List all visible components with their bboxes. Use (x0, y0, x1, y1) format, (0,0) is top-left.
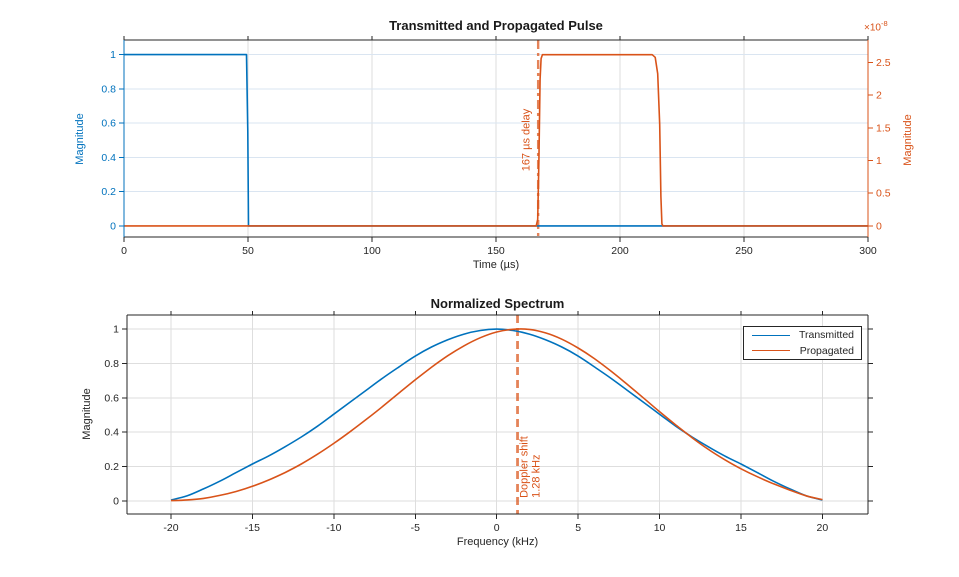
y-tick-label-right: 0.5 (876, 188, 891, 200)
x-tick-label: -10 (326, 522, 341, 534)
x-tick-label: 250 (735, 245, 753, 257)
y-tick-label-left: 0.4 (104, 427, 119, 439)
x-tick-label: 15 (735, 522, 747, 534)
right-axis-exponent: ×10-8 (864, 19, 888, 33)
x-tick-label: 50 (242, 245, 254, 257)
series-line-propagated (124, 53, 868, 227)
y-tick-label-right: 0 (876, 220, 882, 232)
y-tick-label-left: 1 (110, 49, 116, 61)
pulse-plot-ylabel-right: Magnitude (902, 114, 914, 166)
y-tick-label-right: 1 (876, 155, 882, 167)
doppler-annotation-line1: Doppler shift (518, 436, 531, 498)
y-tick-label-right: 1.5 (876, 122, 891, 134)
series-line-propagated (170, 328, 823, 502)
x-tick-label: -15 (245, 522, 260, 534)
doppler-annotation-text: Doppler shift 1.28 kHz (518, 436, 543, 498)
spectrum-plot-title: Normalized Spectrum (430, 296, 565, 311)
y-tick-label-left: 0.8 (104, 358, 119, 370)
y-tick-label-left: 1 (113, 324, 119, 336)
exponent-mantissa: ×10 (864, 22, 881, 34)
x-tick-label: 100 (363, 245, 381, 257)
x-tick-label: 0 (494, 522, 500, 534)
legend: Transmitted Propagated (743, 326, 862, 360)
legend-entry-transmitted: Transmitted (744, 328, 861, 343)
x-tick-label: 0 (121, 245, 127, 257)
y-tick-label-right: 2 (876, 90, 882, 102)
legend-label-transmitted: Transmitted (798, 329, 854, 342)
propagated-line-swatch (752, 350, 790, 352)
y-tick-label-left: 0 (113, 495, 119, 507)
series-line-transmitted (170, 328, 823, 501)
legend-label-propagated: Propagated (799, 344, 854, 357)
x-tick-label: -5 (411, 522, 420, 534)
delay-annotation-text: 167 µs delay (520, 108, 533, 172)
y-tick-label-left: 0.8 (101, 83, 116, 95)
x-tick-label: 150 (487, 245, 505, 257)
spectrum-plot-xlabel: Frequency (kHz) (456, 536, 539, 548)
x-tick-label: -20 (163, 522, 178, 534)
x-tick-label: 20 (817, 522, 829, 534)
y-tick-label-left: 0.6 (104, 392, 119, 404)
legend-entry-propagated: Propagated (744, 343, 861, 358)
pulse-plot-title: Transmitted and Propagated Pulse (389, 18, 603, 33)
x-tick-label: 10 (654, 522, 666, 534)
x-tick-label: 200 (611, 245, 629, 257)
y-tick-label-left: 0.2 (104, 461, 119, 473)
pulse-plot-ylabel-left: Magnitude (74, 113, 86, 165)
y-tick-label-left: 0 (110, 220, 116, 232)
x-tick-label: 5 (575, 522, 581, 534)
transmitted-line-swatch (752, 334, 790, 336)
pulse-plot-xlabel: Time (µs) (472, 259, 520, 271)
y-tick-label-left: 0.4 (101, 152, 116, 164)
exponent-power: -8 (880, 19, 888, 28)
y-tick-label-right: 2.5 (876, 57, 891, 69)
x-tick-label: 300 (859, 245, 877, 257)
spectrum-plot-ylabel: Magnitude (81, 388, 93, 440)
doppler-annotation-line2: 1.28 kHz (530, 454, 542, 498)
y-tick-label-left: 0.6 (101, 118, 116, 130)
y-tick-label-left: 0.2 (101, 186, 116, 198)
